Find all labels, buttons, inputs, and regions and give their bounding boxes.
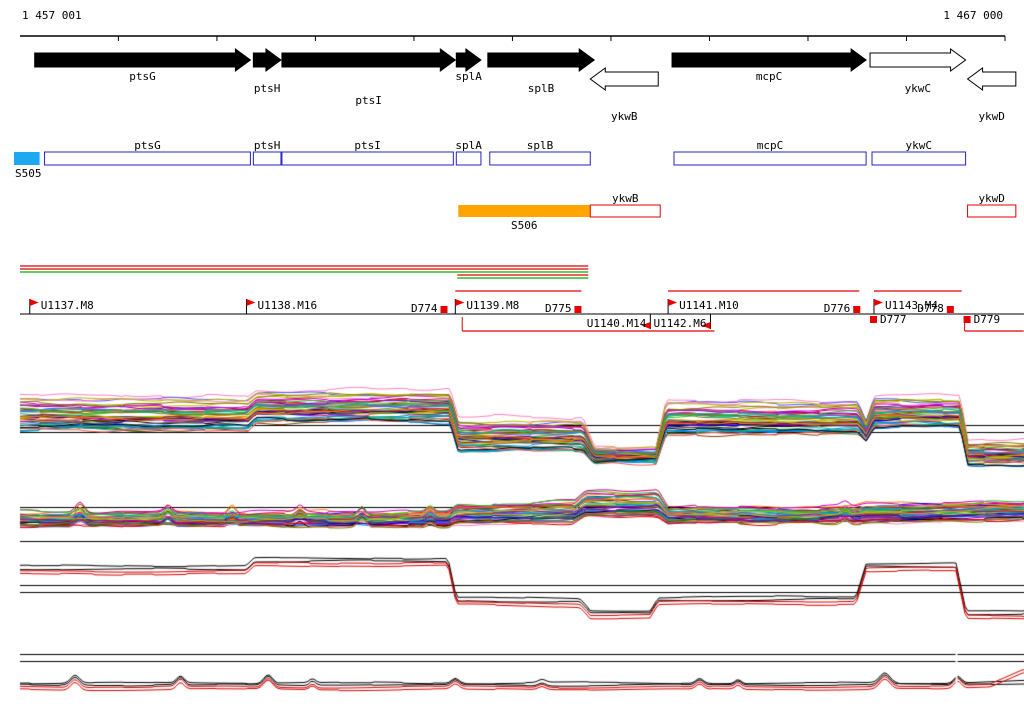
gene-arrow-label-ykwC: ykwC [905,82,932,95]
gene-box-ptsI[interactable] [281,151,454,166]
region-end-coordinate: 1 467 000 [943,9,1003,22]
tu-flag-U1142.M6[interactable] [701,322,711,329]
gene-arrow-label-ptsH: ptsH [254,82,281,95]
tu-label-U1138.M16: U1138.M16 [257,299,317,312]
terminator-marker-D778[interactable] [946,306,954,313]
terminator-label-D774: D774 [411,302,438,315]
tu-label-U1141.M10: U1141.M10 [679,299,739,312]
tu-label-U1143.M4: U1143.M4 [885,299,938,312]
region-start-coordinate: 1 457 001 [22,9,82,22]
gene-box-splB[interactable] [489,151,591,166]
terminator-label-D779: D779 [974,313,1001,326]
gene-arrow-ykwC[interactable] [869,48,967,72]
utr-box-label-ykwD: ykwD [978,192,1005,205]
terminator-marker-D776[interactable] [853,306,861,313]
tu-flag-U1138.M16[interactable] [246,299,256,306]
terminator-label-D775: D775 [545,302,572,315]
gene-arrow-ptsH[interactable] [252,48,282,72]
terminator-label-D777: D777 [880,313,907,326]
gene-box-label-splA: splA [455,139,482,152]
gene-arrow-mcpC[interactable] [671,48,867,72]
gene-arrow-splB[interactable] [487,48,596,72]
segment-label-S506: S506 [511,219,538,232]
segment-box-S506[interactable] [458,205,591,217]
utr-box-ykwD[interactable] [967,204,1017,218]
gene-box-ptsG[interactable] [44,151,251,166]
gene-box-splA[interactable] [455,151,482,166]
tu-flag-U1140.M14[interactable] [641,322,651,329]
gene-box-label-ykwC: ykwC [906,139,933,152]
gene-box-label-ptsH: ptsH [254,139,281,152]
tu-flag-U1143.M4[interactable] [873,299,883,306]
gene-arrow-label-ptsG: ptsG [129,70,156,83]
terminator-marker-D777[interactable] [869,316,877,323]
gene-arrow-label-mcpC: mcpC [756,70,783,83]
tu-flag-U1137.M8[interactable] [29,299,39,306]
gene-box-label-ptsI: ptsI [354,139,381,152]
terminator-label-D776: D776 [824,302,851,315]
tu-label-U1140.M14: U1140.M14 [587,317,647,330]
gene-arrow-ptsI[interactable] [281,48,457,72]
segment-label-S505: S505 [15,167,42,180]
gene-arrow-label-ptsI: ptsI [355,94,382,107]
tu-label-U1139.M8: U1139.M8 [466,299,519,312]
terminator-marker-D774[interactable] [440,306,448,313]
gene-box-ykwC[interactable] [871,151,967,166]
tu-label-U1137.M8: U1137.M8 [41,299,94,312]
gene-arrow-ykwB[interactable] [589,67,659,91]
terminator-marker-D775[interactable] [574,306,582,313]
gene-arrow-label-splA: splA [455,70,482,83]
gene-arrow-label-ykwD: ykwD [978,110,1005,123]
tu-label-U1142.M6: U1142.M6 [653,317,706,330]
gene-box-ptsH[interactable] [252,151,282,166]
terminator-label-D778: D778 [917,302,944,315]
gene-arrow-ykwD[interactable] [966,67,1017,91]
gene-box-label-splB: splB [527,139,554,152]
utr-box-ykwB[interactable] [589,204,661,218]
gene-box-label-mcpC: mcpC [757,139,784,152]
gene-box-mcpC[interactable] [673,151,867,166]
segment-box-S505[interactable] [13,152,40,165]
tu-flag-U1141.M10[interactable] [668,299,678,306]
gene-arrow-label-splB: splB [528,82,555,95]
gene-arrow-ptsG[interactable] [34,48,252,72]
gene-arrow-label-ykwB: ykwB [611,110,638,123]
terminator-marker-D779[interactable] [963,316,971,323]
gene-arrow-splA[interactable] [455,48,482,72]
tu-flag-U1139.M8[interactable] [455,299,465,306]
gene-box-label-ptsG: ptsG [134,139,161,152]
utr-box-label-ykwB: ykwB [612,192,639,205]
